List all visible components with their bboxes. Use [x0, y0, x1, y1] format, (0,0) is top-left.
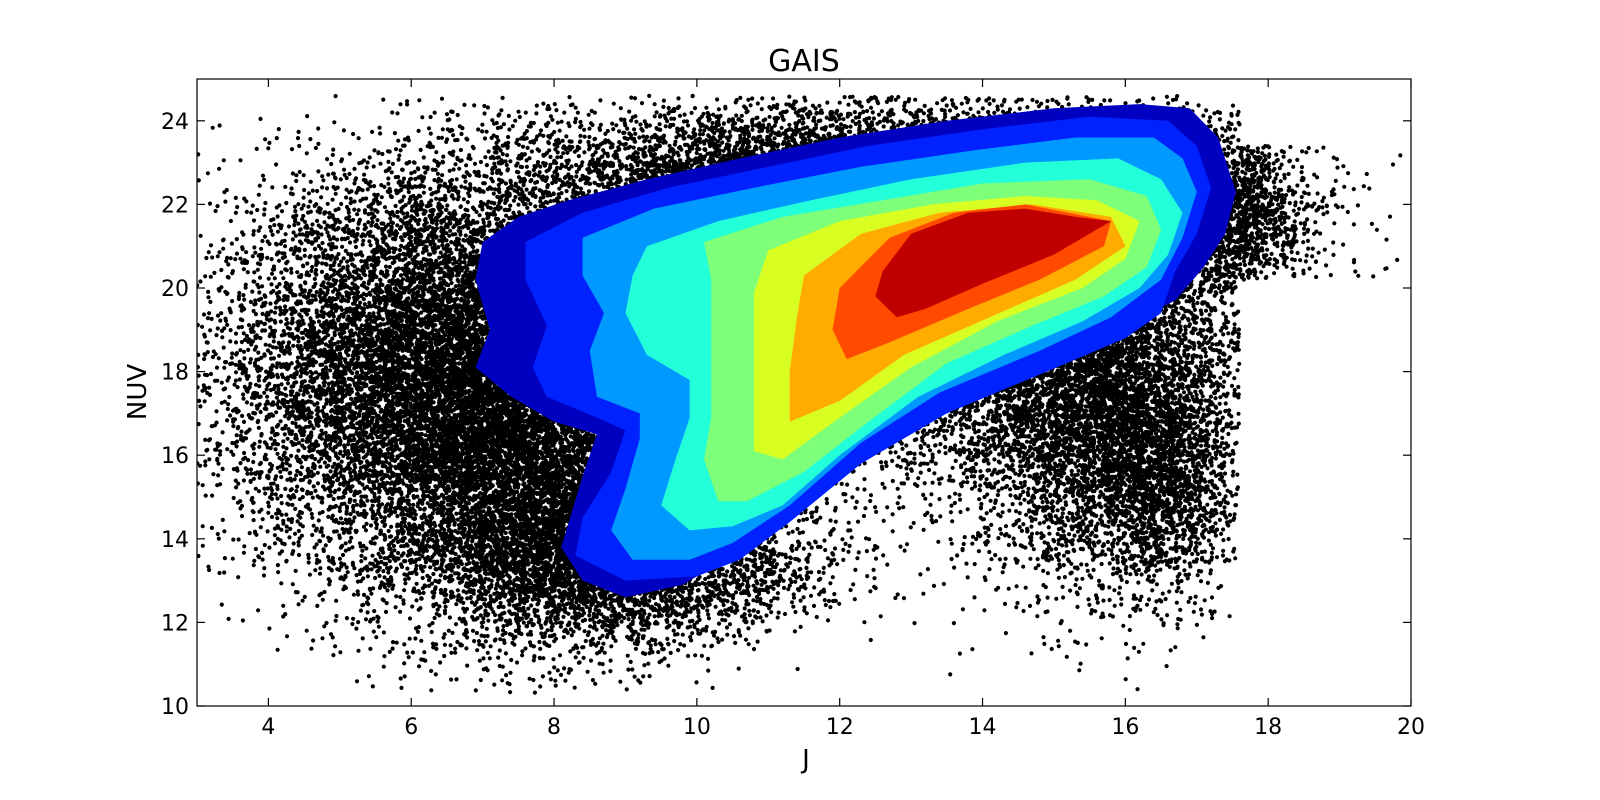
density-contours: [475, 104, 1236, 598]
y-tick-label: 24: [161, 110, 189, 135]
y-tick-label: 12: [161, 611, 189, 636]
x-tick-label: 16: [1111, 715, 1139, 740]
y-tick-label: 10: [161, 695, 189, 720]
chart-title: GAIS: [768, 44, 840, 79]
x-tick-label: 10: [683, 715, 711, 740]
y-tick-label: 22: [161, 193, 189, 218]
x-axis-label: J: [800, 745, 810, 775]
axis-ticks: 4 6 8 10 12 14 16 18 20 10 12 14 16 18 20 22 24: [161, 79, 1425, 740]
x-tick-label: 6: [404, 715, 418, 740]
x-tick-label: 12: [826, 715, 854, 740]
x-tick-label: 4: [261, 715, 275, 740]
y-tick-label: 16: [161, 444, 189, 469]
plot-frame: [196, 78, 1412, 707]
x-tick-label: 20: [1397, 715, 1425, 740]
x-tick-label: 14: [969, 715, 997, 740]
x-tick-label: 8: [547, 715, 561, 740]
y-tick-label: 20: [161, 277, 189, 302]
x-tick-label: 18: [1254, 715, 1282, 740]
y-tick-label: 14: [161, 528, 189, 553]
contour-level-9: [875, 208, 1112, 318]
y-axis-label: NUV: [123, 364, 153, 420]
y-tick-label: 18: [161, 361, 189, 386]
